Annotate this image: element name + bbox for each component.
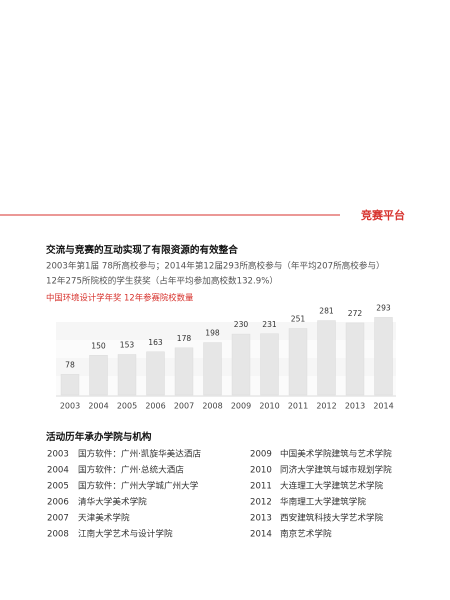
list-name: 国方软件：广州大学城广州大学 (78, 480, 199, 492)
list-year: 2009 (250, 450, 272, 460)
bar (89, 355, 108, 396)
x-tick-label: 2009 (231, 402, 251, 411)
chart-title: 中国环境设计学年奖 12年参赛院校数量 (46, 293, 193, 303)
x-tick-label: 2014 (373, 402, 393, 411)
value-label: 198 (205, 329, 220, 338)
value-label: 153 (120, 340, 135, 349)
list-year: 2007 (47, 514, 69, 524)
list-name: 天津美术学院 (78, 512, 130, 524)
value-label: 231 (262, 320, 277, 329)
x-tick-label: 2013 (345, 402, 365, 411)
list-year: 2011 (250, 482, 272, 492)
list-year: 2010 (250, 466, 272, 476)
x-tick-label: 2007 (174, 402, 194, 411)
value-label: 163 (148, 338, 163, 347)
x-tick-label: 2012 (316, 402, 336, 411)
x-tick-label: 2010 (259, 402, 279, 411)
bar (117, 354, 137, 396)
x-tick-label: 2006 (145, 402, 165, 411)
section-line: 12年275所院校的学生获奖（占年平均参加高校数132.9%） (46, 275, 278, 287)
x-tick-label: 2003 (60, 402, 80, 411)
bar (203, 342, 222, 396)
list-name: 大连理工大学建筑艺术学院 (280, 480, 384, 492)
value-label: 281 (319, 307, 334, 316)
value-label: 251 (291, 314, 306, 323)
list-name: 江南大学艺术与设计学院 (78, 528, 173, 540)
bar (374, 317, 393, 396)
section-line: 2003年第1届 78所高校参与；2014年第12届293所高校参与（年平均20… (46, 260, 385, 272)
list-year: 2004 (47, 466, 69, 476)
value-label: 178 (177, 334, 192, 343)
bar (60, 374, 80, 396)
list-year: 2013 (250, 514, 272, 524)
x-tick-label: 2005 (117, 402, 137, 411)
list-year: 2006 (47, 498, 69, 508)
value-label: 293 (376, 303, 391, 312)
chart-background (56, 322, 396, 395)
list-name: 南京艺术学院 (280, 528, 332, 540)
list-name: 国方软件：广州·凯旋华美达酒店 (78, 448, 201, 460)
list-name: 同济大学建筑与城市规划学院 (280, 464, 392, 476)
x-tick-label: 2004 (88, 402, 108, 411)
header-title: 竞赛平台 (361, 208, 405, 222)
bar (146, 351, 165, 396)
x-tick-label: 2008 (202, 402, 222, 411)
section-heading: 交流与竞赛的互动实现了有限资源的有效整合 (46, 244, 238, 256)
list-year: 2003 (47, 450, 69, 460)
list-name: 西安建筑科技大学艺术学院 (280, 512, 384, 524)
bar (231, 333, 251, 396)
bar (174, 347, 194, 396)
list-name: 国方软件：广州·总统大酒店 (78, 464, 184, 476)
list-year: 2005 (47, 482, 69, 492)
list-year: 2012 (250, 498, 272, 508)
bar (260, 333, 279, 396)
value-label: 150 (91, 341, 106, 350)
list-name: 清华大学美术学院 (78, 496, 147, 508)
value-label: 78 (65, 360, 75, 369)
list-year: 2008 (47, 530, 69, 540)
x-tick-label: 2011 (288, 402, 308, 411)
list-year: 2014 (250, 530, 272, 540)
list-heading: 活动历年承办学院与机构 (46, 431, 152, 443)
list-name: 中国美术学院建筑与艺术学院 (280, 448, 392, 460)
bar (345, 322, 365, 396)
value-label: 272 (348, 309, 363, 318)
list-name: 华南理工大学建筑学院 (280, 496, 366, 508)
bar (317, 320, 336, 396)
bar (288, 328, 308, 396)
value-label: 230 (234, 320, 249, 329)
